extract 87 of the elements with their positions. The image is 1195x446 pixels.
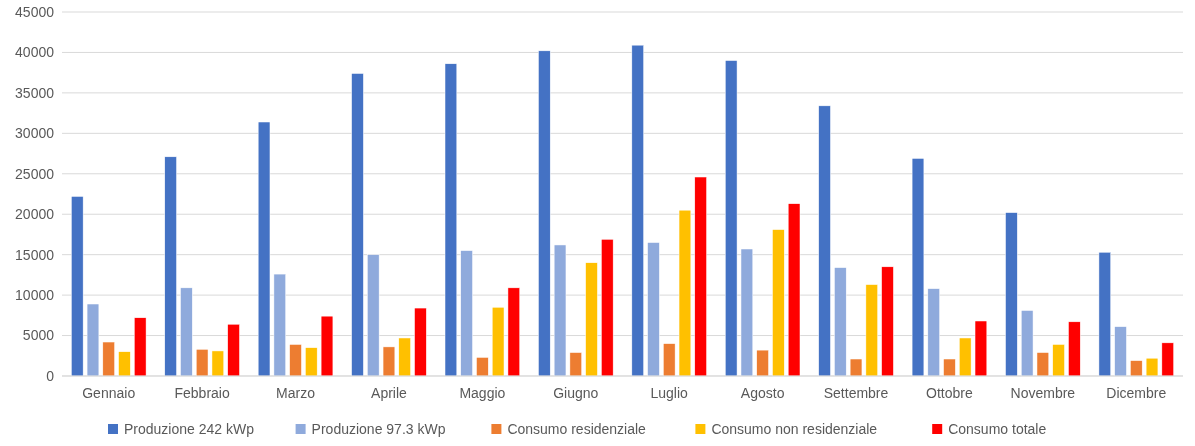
bar — [289, 344, 302, 377]
y-tick-label: 0 — [46, 367, 55, 384]
bar — [725, 60, 738, 377]
bar — [305, 347, 318, 377]
y-tick-label: 10000 — [15, 287, 55, 304]
bar — [460, 250, 473, 377]
y-tick-label: 35000 — [15, 84, 55, 101]
y-tick-label: 30000 — [15, 125, 55, 142]
bar — [569, 352, 582, 377]
bar — [211, 350, 225, 377]
x-tick-label: Marzo — [276, 385, 316, 401]
legend-label: Consumo non residenziale — [711, 421, 878, 437]
x-tick-label: Settembre — [823, 385, 889, 401]
bar — [553, 244, 567, 377]
bar — [881, 266, 894, 377]
x-tick-label: Maggio — [459, 385, 506, 401]
bar — [756, 349, 769, 377]
legend-label: Consumo residenziale — [507, 421, 647, 437]
bar — [772, 229, 785, 377]
bar — [86, 303, 100, 377]
x-tick-label: Ottobre — [926, 385, 974, 401]
bar — [585, 262, 598, 377]
y-tick-label: 40000 — [15, 44, 55, 61]
bar — [631, 44, 644, 377]
bar — [164, 156, 177, 377]
bar — [787, 203, 801, 377]
bar — [367, 254, 380, 377]
bar — [865, 284, 878, 377]
bar — [414, 307, 427, 377]
bar — [398, 337, 411, 377]
bar — [1052, 344, 1065, 377]
y-tick-label: 15000 — [15, 246, 55, 263]
bar — [382, 346, 396, 377]
bar — [647, 242, 660, 377]
x-tick-label: Dicembre — [1106, 385, 1167, 401]
bar — [1161, 342, 1174, 377]
x-tick-label: Aprile — [371, 385, 408, 401]
bar — [678, 209, 692, 377]
x-tick-label: Giugno — [553, 385, 599, 401]
bar — [273, 273, 286, 377]
legend-label: Consumo totale — [948, 421, 1047, 437]
bar — [911, 158, 925, 377]
x-tick-label: Gennaio — [82, 385, 136, 401]
bar — [974, 320, 988, 377]
bar — [491, 306, 505, 377]
legend-label: Produzione 242 kWp — [124, 421, 255, 437]
bar — [134, 317, 147, 377]
bar — [351, 73, 364, 377]
bar — [476, 357, 489, 377]
bar — [663, 343, 676, 377]
bar — [444, 63, 458, 377]
x-tick-label: Luglio — [650, 385, 689, 401]
bar — [1005, 212, 1018, 377]
bar — [507, 287, 520, 377]
bar — [180, 287, 193, 377]
bar — [849, 358, 863, 377]
bar — [601, 239, 614, 377]
y-tick-label: 20000 — [15, 206, 55, 223]
x-tick-label: Novembre — [1010, 385, 1076, 401]
bar — [1068, 321, 1081, 377]
y-tick-label: 25000 — [15, 165, 55, 182]
x-tick-label: Febbraio — [174, 385, 230, 401]
bar — [694, 176, 707, 377]
y-tick-label: 5000 — [22, 327, 55, 344]
bar — [943, 358, 956, 377]
bar — [740, 248, 754, 377]
bar — [102, 341, 115, 377]
bar — [538, 50, 551, 377]
y-tick-label: 45000 — [15, 3, 55, 20]
bar — [818, 105, 831, 377]
bar — [1020, 310, 1034, 377]
bar — [257, 121, 271, 377]
bar — [320, 315, 334, 377]
bar — [118, 351, 131, 377]
bar — [1114, 326, 1127, 377]
bar — [1098, 251, 1111, 377]
x-tick-label: Agosto — [740, 385, 785, 401]
legend-label: Produzione 97.3 kWp — [311, 421, 446, 437]
bar — [1036, 352, 1050, 377]
bar — [834, 267, 847, 377]
bar — [227, 323, 240, 377]
bar — [927, 288, 940, 377]
bar — [1130, 360, 1143, 377]
bar — [71, 196, 84, 377]
bar — [1145, 357, 1159, 377]
bar — [195, 349, 209, 377]
bar — [959, 337, 972, 377]
